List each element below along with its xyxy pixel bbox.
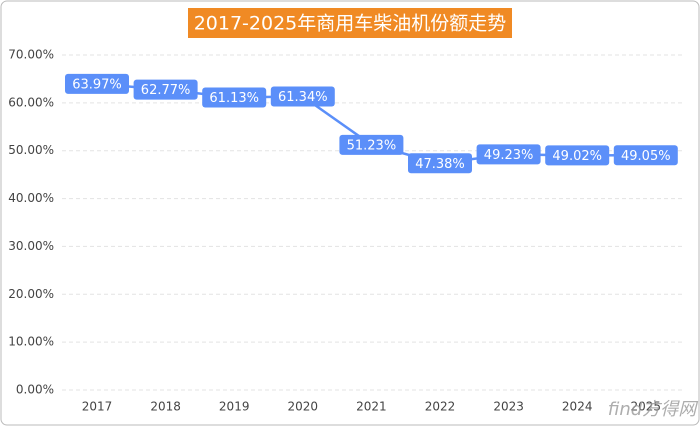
x-tick-label: 2020 — [288, 400, 319, 414]
value-label: 61.34% — [278, 90, 328, 105]
value-label-box — [65, 73, 129, 94]
value-label-box — [339, 134, 404, 155]
value-label: 51.23% — [347, 138, 397, 153]
y-tick-label: 40.00% — [8, 191, 54, 205]
x-tick-label: 2025 — [631, 400, 662, 414]
value-label-box — [476, 144, 541, 165]
y-tick-label: 20.00% — [8, 287, 54, 301]
value-label: 47.38% — [415, 157, 465, 172]
x-tick-label: 2018 — [150, 400, 181, 414]
y-tick-label: 10.00% — [8, 335, 54, 349]
y-tick-label: 70.00% — [8, 48, 54, 62]
x-tick-label: 2017 — [82, 400, 113, 414]
x-tick-label: 2019 — [219, 400, 250, 414]
value-label: 49.05% — [621, 149, 671, 164]
chart-title: 2017-2025年商用车柴油机份额走势 — [194, 13, 507, 35]
x-tick-label: 2022 — [425, 400, 456, 414]
value-label: 49.02% — [552, 149, 602, 164]
title-box — [188, 8, 512, 38]
y-tick-label: 30.00% — [8, 239, 54, 253]
x-tick-label: 2021 — [356, 400, 387, 414]
value-label: 49.23% — [484, 148, 534, 163]
y-tick-label: 60.00% — [8, 95, 54, 109]
value-label: 63.97% — [72, 77, 122, 92]
value-label-box — [545, 145, 610, 166]
value-label-box — [408, 153, 472, 174]
value-label-box — [202, 87, 267, 108]
value-label-box — [270, 86, 335, 107]
value-label-box — [613, 145, 678, 166]
value-label-box — [133, 79, 198, 100]
y-tick-label: 50.00% — [8, 143, 54, 157]
x-tick-label: 2023 — [493, 400, 524, 414]
x-tick-label: 2024 — [562, 400, 593, 414]
value-label: 62.77% — [141, 83, 191, 98]
y-tick-label: 0.00% — [16, 383, 54, 397]
watermark: find方得网 — [608, 399, 698, 420]
value-label: 61.13% — [209, 91, 259, 106]
